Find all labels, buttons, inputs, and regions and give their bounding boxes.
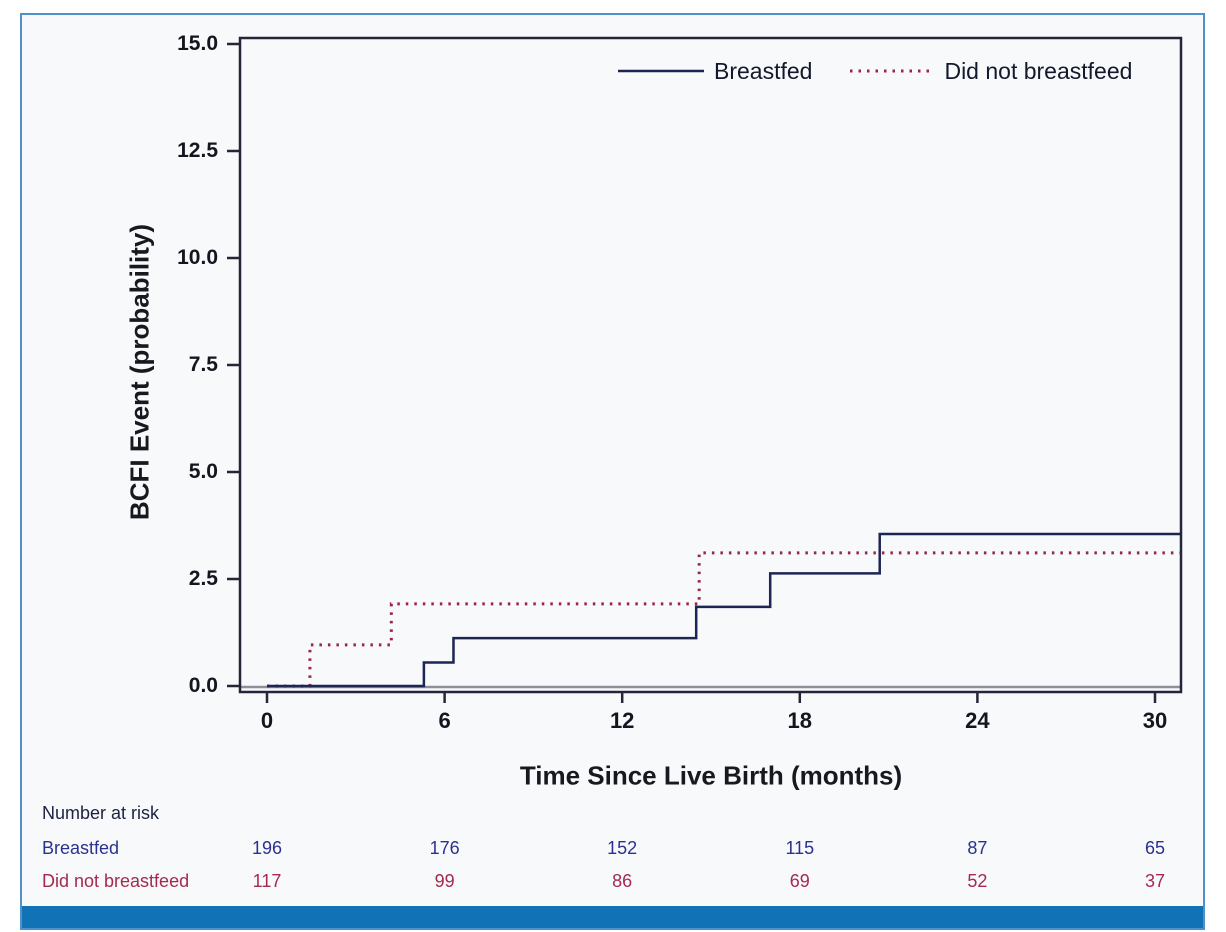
risk-value: 87 [967,838,988,858]
risk-row-label-breastfed: Breastfed [42,838,120,858]
risk-value: 176 [429,838,460,858]
legend-dotted-line-icon [850,69,935,73]
y-axis-title: BCFI Event (probability) [124,223,155,521]
bottom-accent-bar [22,906,1203,928]
figure-frame [20,13,1205,930]
risk-value: 65 [1144,838,1166,858]
risk-value: 37 [1144,871,1166,891]
x-tick-label: 6 [438,708,451,733]
y-tick-label: 12.5 [177,139,218,162]
risk-value: 152 [607,838,638,858]
x-tick-label: 24 [965,708,990,733]
y-tick-label: 7.5 [188,353,218,376]
x-tick-label: 18 [787,708,813,733]
legend-solid-line-icon [618,69,704,73]
y-tick-label: 10.0 [177,246,218,269]
series-breastfed [267,532,1181,688]
x-tick-label: 30 [1142,708,1168,733]
risk-table-title: Number at risk [42,803,160,823]
risk-value: 69 [789,871,810,891]
y-tick-label: 0.0 [188,674,218,697]
risk-value: 196 [251,838,283,858]
x-axis-title: Time Since Live Birth (months) [519,760,903,791]
risk-value: 86 [612,871,633,891]
x-tick-label: 12 [609,708,635,733]
risk-row-label-did-not-breastfeed: Did not breastfeed [42,871,190,891]
legend-label-breastfed: Breastfed [714,57,813,84]
series-did-not-breastfeed [267,551,1181,688]
legend: Breastfed Did not breastfeed [618,57,1132,85]
legend-label-did-not-breastfeed: Did not breastfeed [944,57,1133,84]
risk-value: 99 [434,871,455,891]
y-tick-label: 2.5 [188,567,218,590]
risk-value: 117 [252,871,282,891]
risk-value: 52 [967,871,988,891]
y-tick-label: 5.0 [188,460,218,483]
x-tick-label: 0 [260,708,274,733]
y-tick-label: 15.0 [177,32,218,55]
plot-frame-border [238,36,1183,694]
risk-value: 115 [785,838,815,858]
